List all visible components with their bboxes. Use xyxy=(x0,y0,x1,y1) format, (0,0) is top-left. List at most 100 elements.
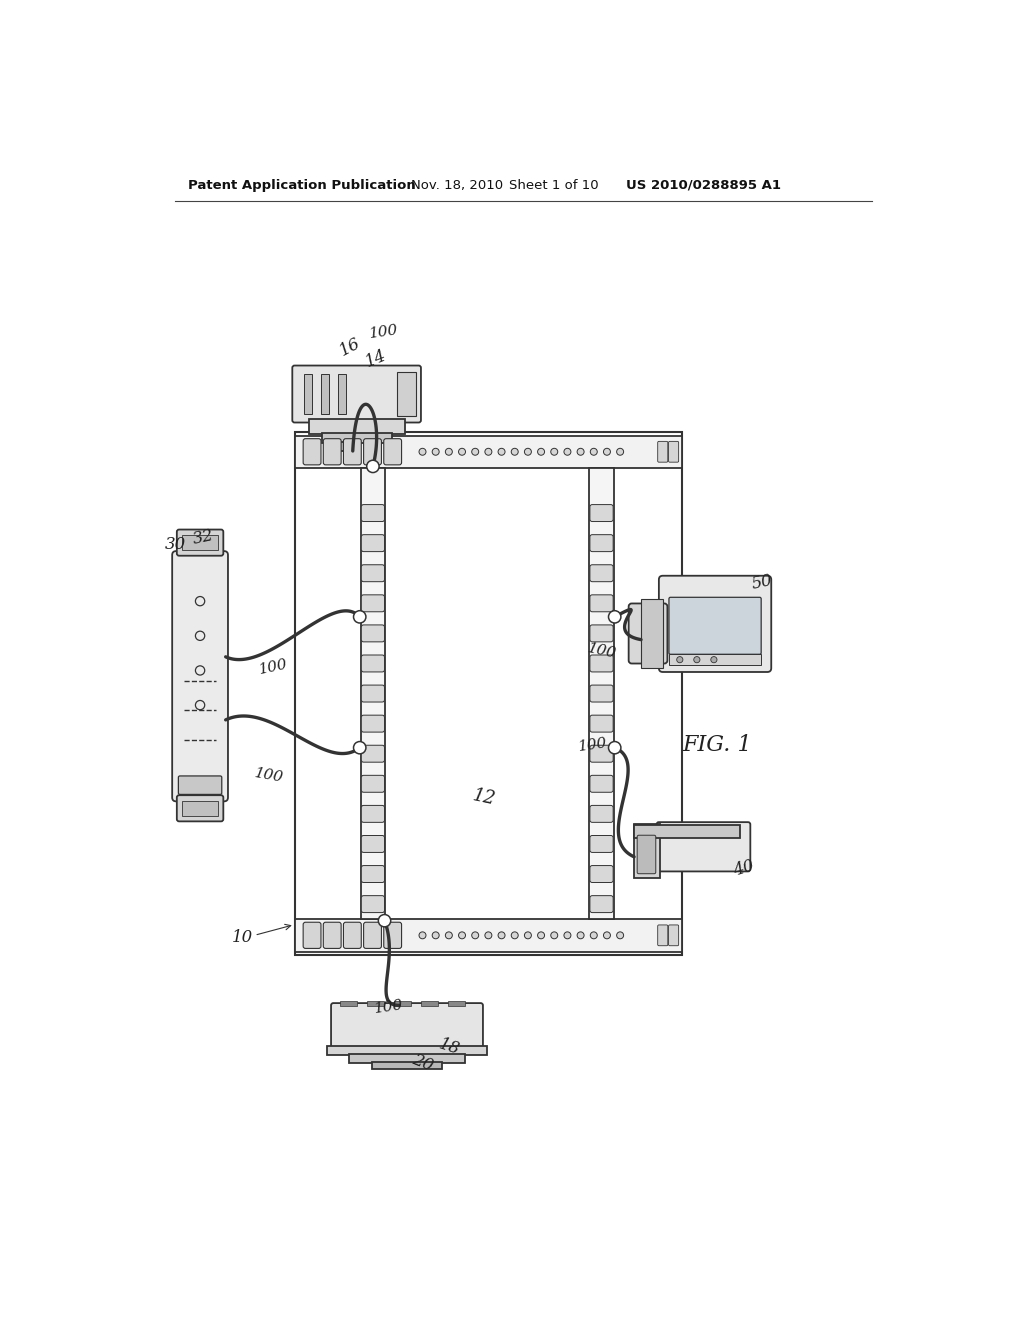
Circle shape xyxy=(590,932,597,939)
FancyBboxPatch shape xyxy=(178,776,222,795)
Circle shape xyxy=(608,611,621,623)
FancyBboxPatch shape xyxy=(361,836,385,853)
Text: 14: 14 xyxy=(362,347,389,371)
Circle shape xyxy=(524,932,531,939)
FancyBboxPatch shape xyxy=(361,685,385,702)
Circle shape xyxy=(432,449,439,455)
Circle shape xyxy=(511,449,518,455)
FancyBboxPatch shape xyxy=(361,535,385,552)
FancyBboxPatch shape xyxy=(637,836,655,874)
FancyBboxPatch shape xyxy=(172,552,228,801)
Circle shape xyxy=(616,932,624,939)
FancyBboxPatch shape xyxy=(669,925,679,945)
FancyBboxPatch shape xyxy=(629,603,668,664)
Circle shape xyxy=(353,611,366,623)
Bar xyxy=(304,374,311,414)
Bar xyxy=(397,372,416,416)
FancyBboxPatch shape xyxy=(590,565,613,582)
FancyBboxPatch shape xyxy=(177,795,223,821)
Text: 100: 100 xyxy=(258,657,290,676)
Circle shape xyxy=(432,932,439,939)
Circle shape xyxy=(578,932,584,939)
FancyBboxPatch shape xyxy=(177,529,223,556)
FancyBboxPatch shape xyxy=(343,923,361,949)
FancyBboxPatch shape xyxy=(361,775,385,792)
FancyBboxPatch shape xyxy=(331,1003,483,1051)
Circle shape xyxy=(578,449,584,455)
FancyBboxPatch shape xyxy=(590,715,613,733)
FancyBboxPatch shape xyxy=(361,504,385,521)
Text: Nov. 18, 2010: Nov. 18, 2010 xyxy=(411,178,503,191)
Circle shape xyxy=(353,742,366,754)
FancyBboxPatch shape xyxy=(590,775,613,792)
Bar xyxy=(322,433,391,444)
Circle shape xyxy=(564,449,571,455)
FancyBboxPatch shape xyxy=(324,923,341,949)
Circle shape xyxy=(472,932,478,939)
Circle shape xyxy=(472,449,478,455)
Circle shape xyxy=(616,449,624,455)
Circle shape xyxy=(711,656,717,663)
Circle shape xyxy=(498,932,505,939)
FancyBboxPatch shape xyxy=(590,504,613,521)
FancyBboxPatch shape xyxy=(343,438,361,465)
Text: 18: 18 xyxy=(437,1036,463,1059)
Circle shape xyxy=(498,449,505,455)
Text: US 2010/0288895 A1: US 2010/0288895 A1 xyxy=(627,178,781,191)
Bar xyxy=(182,535,218,550)
Circle shape xyxy=(511,932,518,939)
FancyBboxPatch shape xyxy=(384,438,401,465)
FancyBboxPatch shape xyxy=(669,598,761,655)
FancyBboxPatch shape xyxy=(364,438,381,465)
Text: 100: 100 xyxy=(253,767,285,785)
FancyBboxPatch shape xyxy=(590,685,613,702)
Circle shape xyxy=(419,932,426,939)
Bar xyxy=(589,469,614,919)
Circle shape xyxy=(445,932,453,939)
FancyBboxPatch shape xyxy=(361,896,385,912)
Text: 32: 32 xyxy=(191,527,215,548)
Text: 100: 100 xyxy=(369,322,399,341)
Bar xyxy=(372,1061,442,1069)
FancyBboxPatch shape xyxy=(361,655,385,672)
FancyBboxPatch shape xyxy=(590,535,613,552)
FancyBboxPatch shape xyxy=(658,576,771,672)
FancyBboxPatch shape xyxy=(364,923,381,949)
Text: FIG. 1: FIG. 1 xyxy=(682,734,752,756)
Text: 100: 100 xyxy=(374,998,404,1016)
Bar xyxy=(340,1001,356,1006)
FancyBboxPatch shape xyxy=(384,923,401,949)
Text: 20: 20 xyxy=(410,1051,435,1074)
Circle shape xyxy=(603,932,610,939)
Circle shape xyxy=(378,915,391,927)
Circle shape xyxy=(459,932,466,939)
FancyBboxPatch shape xyxy=(590,655,613,672)
Circle shape xyxy=(564,932,571,939)
Circle shape xyxy=(551,932,558,939)
Bar xyxy=(367,1001,384,1006)
Bar xyxy=(360,469,385,919)
FancyBboxPatch shape xyxy=(361,624,385,642)
FancyBboxPatch shape xyxy=(657,925,668,945)
Bar xyxy=(335,442,358,451)
FancyBboxPatch shape xyxy=(361,746,385,762)
FancyBboxPatch shape xyxy=(303,438,321,465)
FancyBboxPatch shape xyxy=(361,565,385,582)
Circle shape xyxy=(693,656,700,663)
FancyBboxPatch shape xyxy=(361,595,385,611)
FancyBboxPatch shape xyxy=(590,624,613,642)
Bar xyxy=(669,655,761,665)
Text: 10: 10 xyxy=(232,929,253,946)
Circle shape xyxy=(538,932,545,939)
FancyBboxPatch shape xyxy=(656,822,751,871)
Circle shape xyxy=(524,449,531,455)
Bar xyxy=(421,1001,438,1006)
Bar xyxy=(321,374,329,414)
Text: 40: 40 xyxy=(731,857,757,879)
Text: 50: 50 xyxy=(750,572,774,593)
Bar xyxy=(328,1047,486,1056)
Circle shape xyxy=(459,449,466,455)
FancyBboxPatch shape xyxy=(324,438,341,465)
Bar xyxy=(349,1053,465,1063)
FancyBboxPatch shape xyxy=(590,595,613,611)
